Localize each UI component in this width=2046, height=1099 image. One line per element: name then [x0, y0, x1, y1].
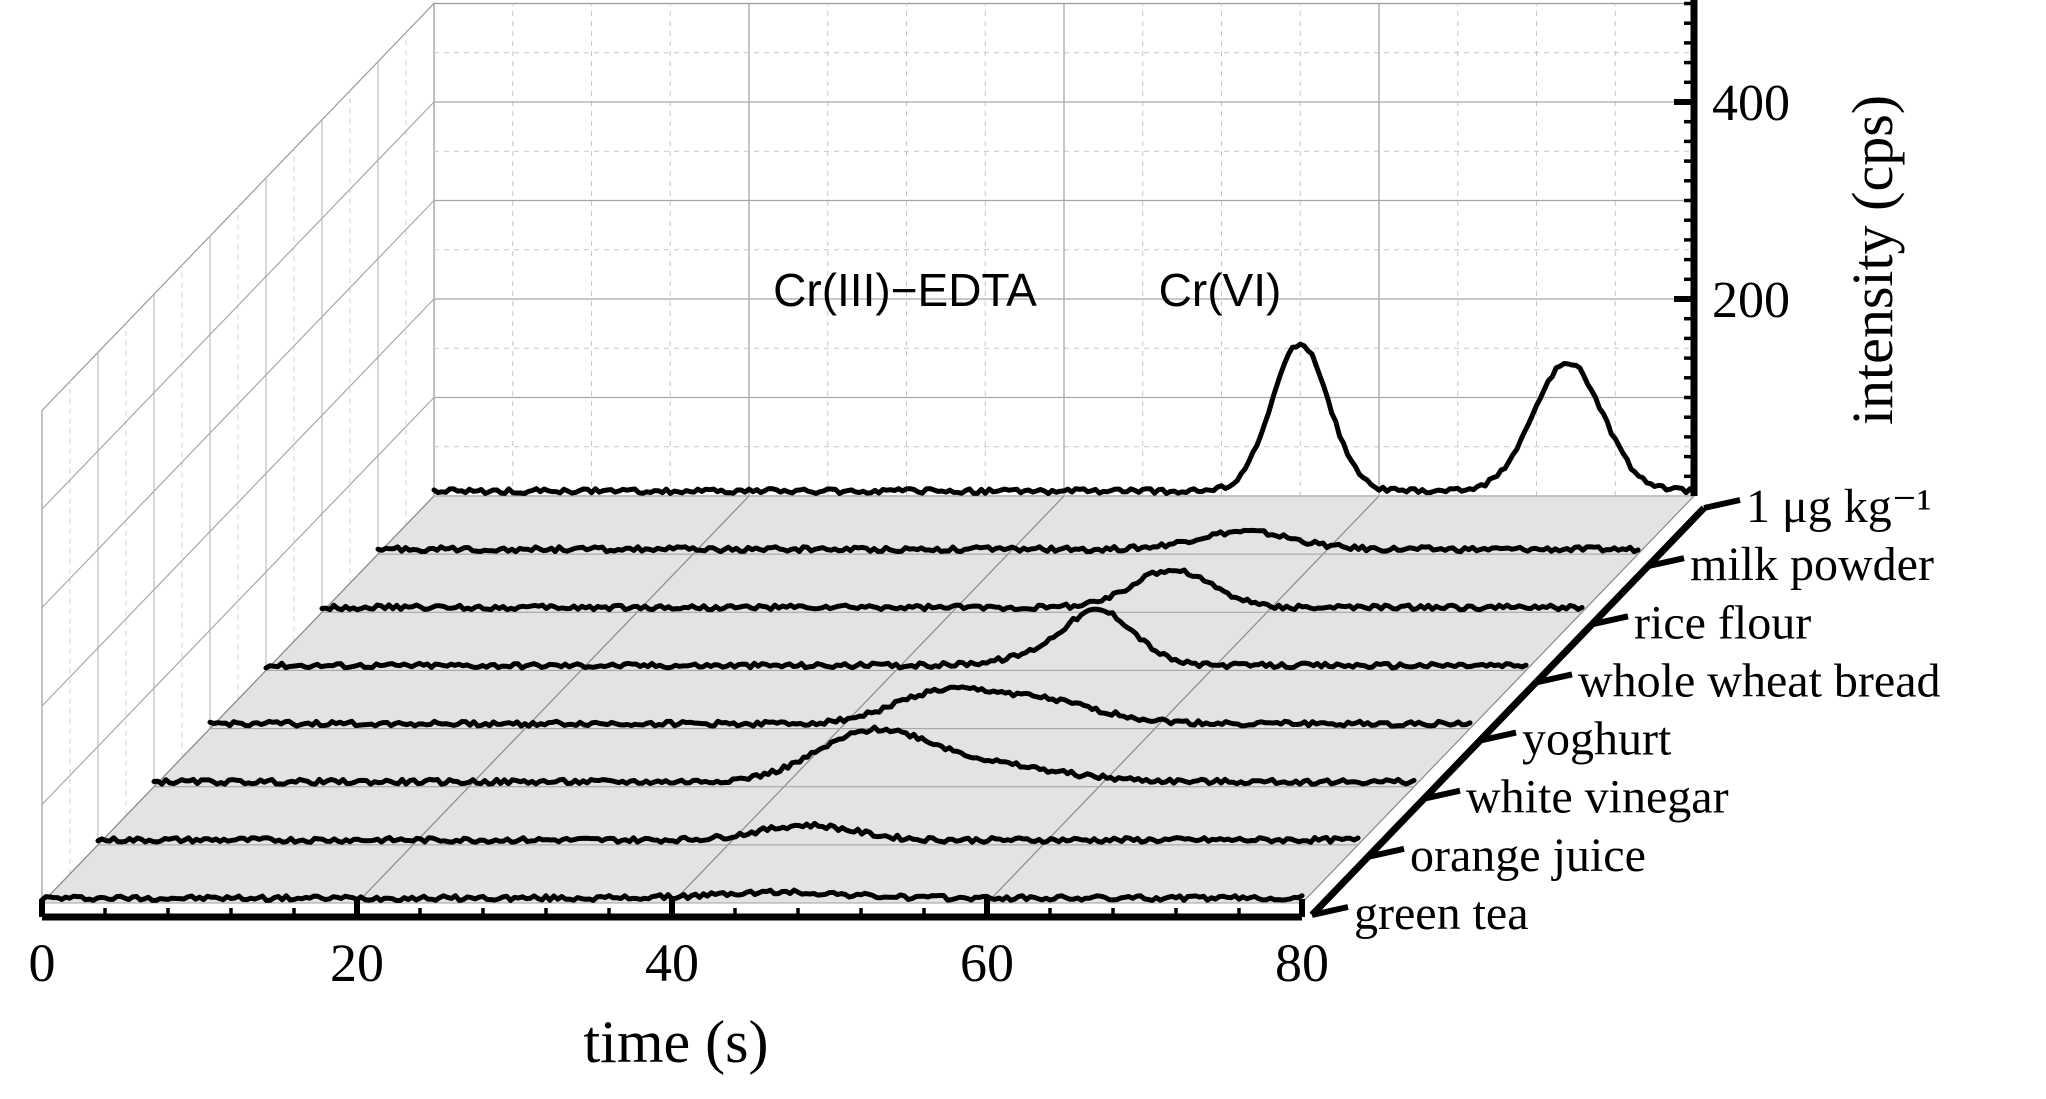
- z-tick-label: 200: [1712, 272, 1790, 329]
- series-line: [151, 724, 1417, 787]
- depth-tick: [1703, 497, 1741, 511]
- text-labels: time (s) intensity (cps) Cr(III)−EDTA Cr…: [584, 95, 1905, 1075]
- left-wall-grid: [41, 101, 435, 510]
- series-line: [375, 527, 1641, 555]
- depth-tick: [1423, 787, 1461, 802]
- z-axis-title: intensity (cps): [1840, 95, 1905, 425]
- depth-tick: [1479, 729, 1517, 744]
- floor-grid-line: [986, 495, 1380, 904]
- series-label: milk powder: [1690, 538, 1934, 591]
- floor-grid-line: [356, 495, 750, 904]
- series-line: [319, 567, 1585, 613]
- series-line: [95, 820, 1361, 845]
- series-label: whole wheat bread: [1578, 654, 1941, 707]
- annotation-cr3-edta: Cr(III)−EDTA: [773, 264, 1037, 316]
- depth-tick: [1647, 555, 1685, 570]
- depth-axis-line: [1309, 505, 1707, 918]
- depth-tick: [1311, 904, 1349, 918]
- floor-grid-line: [1301, 495, 1695, 904]
- series-label: orange juice: [1410, 829, 1646, 882]
- x-tick-label: 80: [1275, 933, 1329, 993]
- series-label: rice flour: [1634, 596, 1811, 649]
- left-wall-grid: [41, 298, 435, 707]
- series-traces: [39, 341, 1697, 903]
- x-axis-title: time (s): [584, 1009, 769, 1075]
- series-line: [263, 606, 1529, 671]
- x-tick-label: 20: [330, 933, 384, 993]
- left-wall-grid: [41, 200, 435, 608]
- depth-tick: [1367, 845, 1405, 860]
- series-label: 1 μg kg⁻¹: [1746, 480, 1931, 533]
- x-tick-label: 0: [29, 933, 56, 993]
- series-line: [39, 887, 1305, 903]
- annotation-cr6: Cr(VI): [1159, 264, 1282, 316]
- x-tick-label: 60: [960, 933, 1014, 993]
- series-label: green tea: [1354, 887, 1529, 940]
- series-line: [431, 341, 1697, 496]
- series-label: yoghurt: [1522, 713, 1672, 766]
- back-walls: [41, 2, 1695, 905]
- series-line: [207, 684, 1473, 729]
- z-tick-label: 400: [1712, 75, 1790, 132]
- left-wall-grid: [41, 397, 435, 805]
- x-tick-label: 40: [645, 933, 699, 993]
- depth-tick: [1535, 671, 1573, 686]
- depth-tick: [1591, 613, 1629, 628]
- floor-plane: [41, 495, 1695, 904]
- series-label: white vinegar: [1466, 771, 1729, 824]
- floor-grid-line: [41, 495, 435, 904]
